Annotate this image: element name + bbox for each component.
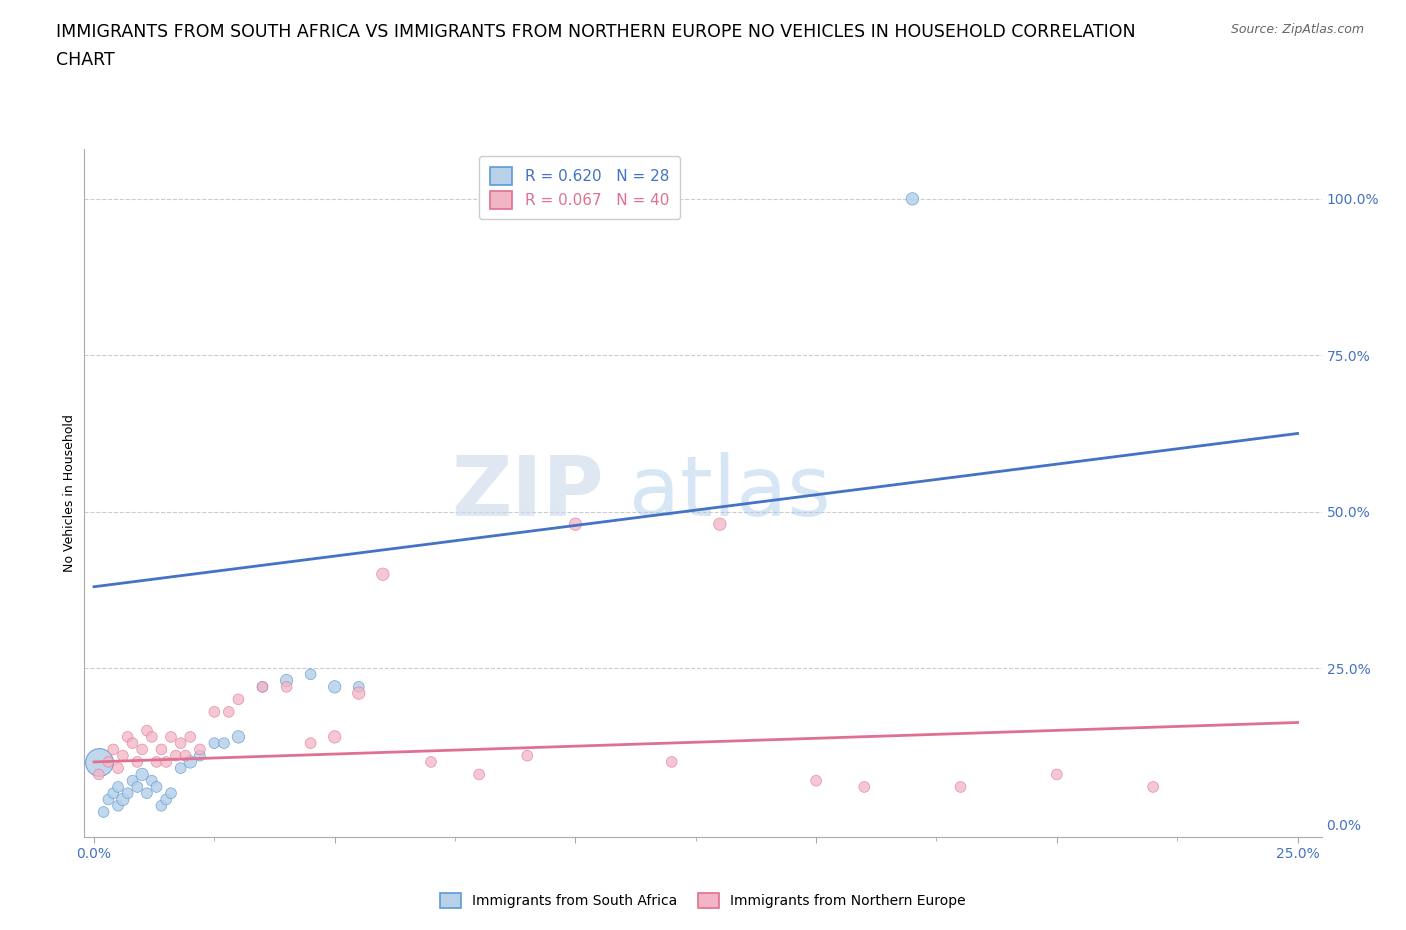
Point — [111, 792, 134, 807]
Point — [127, 754, 149, 769]
Point — [276, 673, 298, 688]
Point — [1142, 779, 1164, 794]
Point — [949, 779, 972, 794]
Point — [516, 749, 538, 764]
Point — [150, 798, 173, 813]
Text: ZIP: ZIP — [451, 452, 605, 534]
Point — [87, 754, 110, 769]
Point — [174, 749, 197, 764]
Point — [117, 786, 139, 801]
Text: IMMIGRANTS FROM SOUTH AFRICA VS IMMIGRANTS FROM NORTHERN EUROPE NO VEHICLES IN H: IMMIGRANTS FROM SOUTH AFRICA VS IMMIGRAN… — [56, 23, 1136, 41]
Point — [202, 704, 225, 719]
Point — [160, 786, 183, 801]
Point — [155, 754, 177, 769]
Point — [1046, 767, 1069, 782]
Point — [121, 773, 143, 788]
Point — [853, 779, 876, 794]
Point — [103, 742, 125, 757]
Point — [165, 749, 187, 764]
Point — [87, 767, 110, 782]
Point — [136, 724, 159, 738]
Point — [188, 742, 211, 757]
Legend: R = 0.620   N = 28, R = 0.067   N = 40: R = 0.620 N = 28, R = 0.067 N = 40 — [479, 156, 679, 219]
Point — [299, 667, 322, 682]
Point — [97, 754, 120, 769]
Y-axis label: No Vehicles in Household: No Vehicles in Household — [63, 414, 76, 572]
Point — [276, 680, 298, 695]
Point — [371, 566, 394, 581]
Point — [127, 779, 149, 794]
Point — [141, 773, 163, 788]
Point — [107, 761, 129, 776]
Point — [212, 736, 235, 751]
Point — [111, 749, 134, 764]
Text: atlas: atlas — [628, 452, 831, 534]
Point — [420, 754, 443, 769]
Point — [169, 736, 191, 751]
Point — [202, 736, 225, 751]
Text: Source: ZipAtlas.com: Source: ZipAtlas.com — [1230, 23, 1364, 36]
Point — [661, 754, 683, 769]
Point — [155, 792, 177, 807]
Point — [252, 680, 274, 695]
Point — [188, 749, 211, 764]
Point — [107, 779, 129, 794]
Point — [131, 767, 153, 782]
Point — [347, 685, 370, 700]
Point — [323, 680, 346, 695]
Point — [145, 779, 167, 794]
Point — [804, 773, 827, 788]
Point — [564, 517, 586, 532]
Point — [179, 729, 201, 744]
Point — [117, 729, 139, 744]
Text: CHART: CHART — [56, 51, 115, 69]
Point — [97, 792, 120, 807]
Point — [468, 767, 491, 782]
Point — [252, 680, 274, 695]
Point — [228, 729, 250, 744]
Point — [169, 761, 191, 776]
Point — [107, 798, 129, 813]
Point — [709, 517, 731, 532]
Point — [901, 192, 924, 206]
Point — [299, 736, 322, 751]
Point — [121, 736, 143, 751]
Point — [323, 729, 346, 744]
Point — [145, 754, 167, 769]
Point — [103, 786, 125, 801]
Point — [141, 729, 163, 744]
Point — [228, 692, 250, 707]
Point — [179, 754, 201, 769]
Point — [131, 742, 153, 757]
Point — [218, 704, 240, 719]
Point — [347, 680, 370, 695]
Legend: Immigrants from South Africa, Immigrants from Northern Europe: Immigrants from South Africa, Immigrants… — [434, 888, 972, 914]
Point — [93, 804, 115, 819]
Point — [136, 786, 159, 801]
Point — [160, 729, 183, 744]
Point — [150, 742, 173, 757]
